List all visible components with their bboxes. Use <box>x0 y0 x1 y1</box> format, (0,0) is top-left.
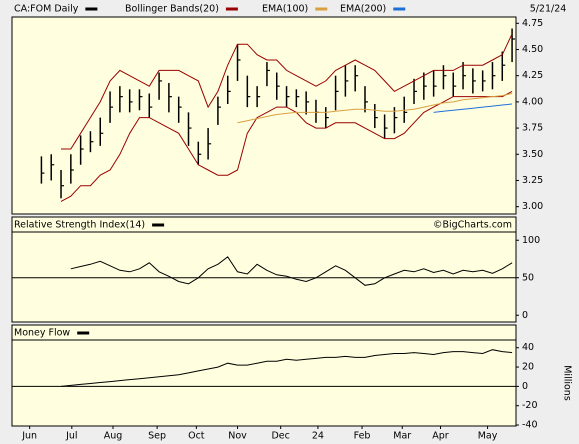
x-tick-label: Dec <box>271 431 289 442</box>
legend-label: Relative Strength Index(14) <box>14 220 145 231</box>
x-tick-label: Mar <box>393 431 411 442</box>
y-tick-label: 0 <box>522 381 528 392</box>
x-tick-label: Oct <box>188 431 205 442</box>
indicator-line <box>60 349 513 387</box>
price-panel <box>11 16 517 215</box>
legend-label: Bollinger Bands(20) <box>125 4 219 15</box>
y-axis-label: Millions <box>562 365 573 401</box>
y-tick-label: 4.50 <box>522 44 543 55</box>
overlay-line <box>60 90 513 202</box>
y-tick-label: 4.25 <box>522 70 543 81</box>
y-tick-label: -20 <box>522 400 538 411</box>
x-tick-label: 24 <box>312 431 324 442</box>
x-tick-label: Feb <box>354 431 371 442</box>
overlay-line <box>433 103 513 113</box>
rsi-panel <box>11 216 517 323</box>
x-tick-label: Jun <box>21 431 37 442</box>
x-tick-label: Nov <box>228 431 247 442</box>
y-tick-label: 20 <box>522 362 534 373</box>
y-tick-label: 0 <box>522 310 528 321</box>
y-tick-label: 4.00 <box>522 96 543 107</box>
date-label: 5/21/24 <box>530 4 567 15</box>
y-tick-label: 3.25 <box>522 175 543 186</box>
y-tick-label: 50 <box>522 272 534 283</box>
overlay-line <box>237 93 513 124</box>
money-flow-panel <box>11 324 517 427</box>
y-tick-label: 4.75 <box>522 18 543 29</box>
y-tick-label: 100 <box>522 235 540 246</box>
legend-label: CA:FOM Daily <box>14 4 79 15</box>
x-tick-label: Jul <box>65 431 77 442</box>
legend-label: EMA(200) <box>340 4 386 15</box>
y-tick-label: 3.50 <box>522 149 543 160</box>
y-tick-label: -40 <box>522 420 538 431</box>
x-tick-label: May <box>478 431 498 442</box>
indicator-line <box>70 256 513 286</box>
y-tick-label: 3.00 <box>522 201 543 212</box>
watermark: ©BigCharts.com <box>433 220 512 231</box>
y-tick-label: 40 <box>522 342 534 353</box>
x-tick-label: Apr <box>432 431 449 442</box>
y-tick-label: 3.75 <box>522 123 543 134</box>
x-tick-label: Sep <box>148 431 166 442</box>
legend-label: Money Flow <box>14 328 70 339</box>
legend-label: EMA(100) <box>262 4 308 15</box>
overlay-line <box>61 33 513 150</box>
x-tick-label: Aug <box>104 431 123 442</box>
